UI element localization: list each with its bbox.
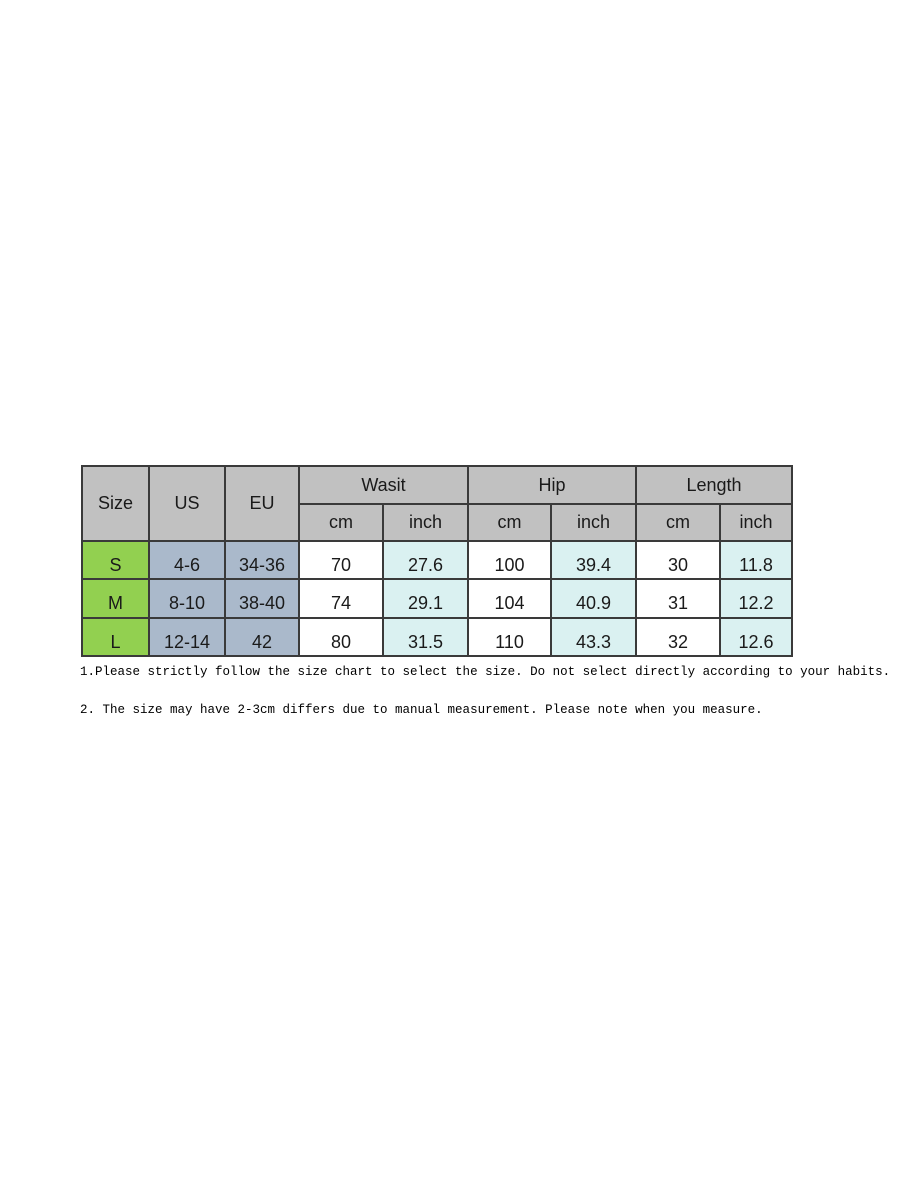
header-hip-group: Hip [466,465,638,505]
header-waist-cm: cm [298,503,384,542]
cell-m-hip-cm: 104 [467,578,552,619]
cell-m-eu: 38-40 [224,578,300,619]
cell-m-length-inch: 12.2 [719,578,794,619]
cell-m-waist-cm: 74 [298,578,384,619]
header-length-inch: inch [719,503,794,542]
header-hip-inch: inch [549,503,638,542]
cell-l-us: 12-14 [148,617,226,657]
cell-s-waist-cm: 70 [298,540,384,580]
table-row-m: M 8-10 38-40 74 29.1 104 40.9 31 12.2 [81,578,794,619]
cell-s-hip-inch: 39.4 [549,540,638,580]
cell-s-eu: 34-36 [224,540,300,580]
table-row-l: L 12-14 42 80 31.5 110 43.3 32 12.6 [81,617,794,657]
cell-m-waist-inch: 29.1 [382,578,469,619]
header-waist-inch: inch [382,503,469,542]
cell-l-hip-cm: 110 [467,617,552,657]
cell-l-waist-inch: 31.5 [382,617,469,657]
cell-s-us: 4-6 [148,540,226,580]
note-2: 2. The size may have 2-3cm differs due t… [80,703,763,717]
header-waist-group: Wasit [298,465,469,505]
cell-l-length-inch: 12.6 [719,617,794,657]
header-size: Size [81,465,150,542]
note-1: 1.Please strictly follow the size chart … [80,665,891,679]
cell-l-eu: 42 [224,617,300,657]
cell-s-waist-inch: 27.6 [382,540,469,580]
cell-l-length-cm: 32 [635,617,722,657]
cell-l-waist-cm: 80 [298,617,384,657]
header-length-cm: cm [635,503,722,542]
cell-s-hip-cm: 100 [467,540,552,580]
table-row-s: S 4-6 34-36 70 27.6 100 39.4 30 11.8 [81,540,794,580]
header-hip-cm: cm [467,503,552,542]
cell-m-hip-inch: 40.9 [549,578,638,619]
cell-l-hip-inch: 43.3 [549,617,638,657]
table-header-unit-row: cm inch cm inch cm inch [82,503,794,542]
cell-s-size: S [81,540,150,580]
size-chart-table: Size US EU Wasit Hip Length cm inch cm i… [81,465,794,657]
cell-s-length-inch: 11.8 [719,540,794,580]
cell-l-size: L [81,617,150,657]
cell-s-length-cm: 30 [635,540,722,580]
cell-m-size: M [81,578,150,619]
cell-m-us: 8-10 [148,578,226,619]
cell-m-length-cm: 31 [635,578,722,619]
header-length-group: Length [635,465,794,505]
header-us: US [148,465,226,542]
header-eu: EU [224,465,300,542]
table-header-group-row: Size US EU Wasit Hip Length [81,465,794,542]
